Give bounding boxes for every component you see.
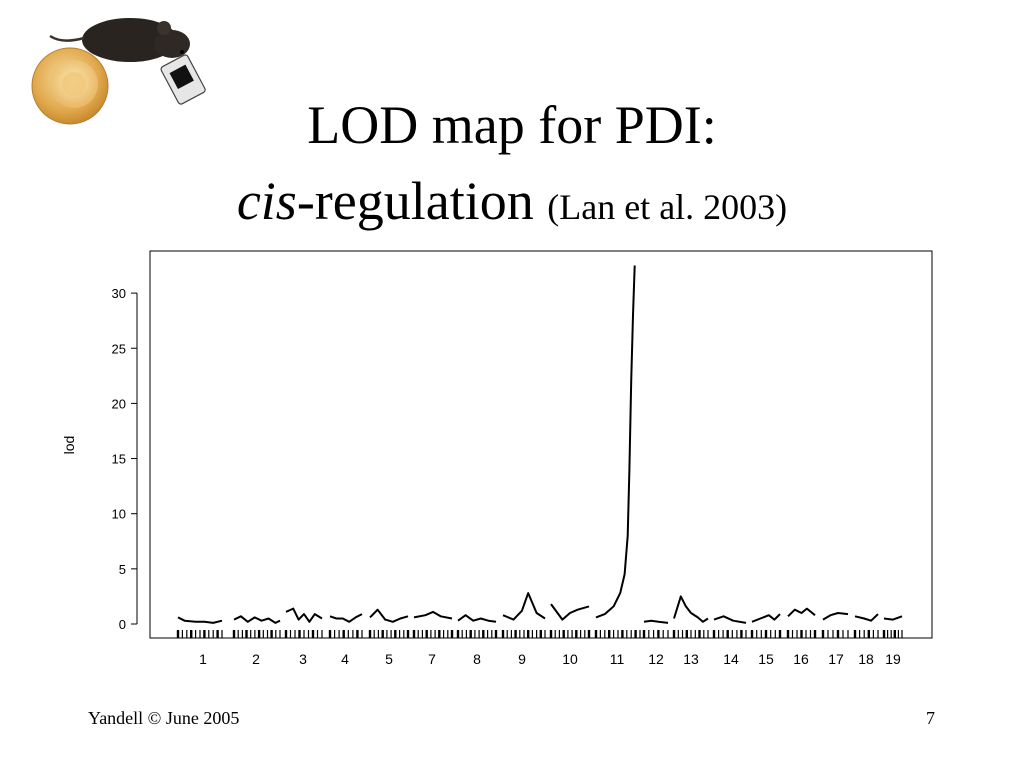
x-tick-label: 15 xyxy=(758,651,774,667)
lod-curve-chr-2 xyxy=(233,615,281,624)
x-tick-label: 1 xyxy=(199,651,207,667)
x-tick-label: 10 xyxy=(562,651,578,667)
lod-curve-chr-19 xyxy=(883,615,903,621)
x-tick-label: 3 xyxy=(299,651,307,667)
y-tick-label: 20 xyxy=(112,396,126,411)
y-tick-label: 5 xyxy=(119,562,126,577)
footer-copyright: Yandell © June 2005 xyxy=(88,708,240,728)
title-citation: (Lan et al. 2003) xyxy=(547,187,788,227)
title-cis: cis xyxy=(236,171,297,231)
lod-curve-chr-1 xyxy=(177,616,223,624)
lod-curve-chr-16 xyxy=(787,607,816,618)
x-tick-label: 8 xyxy=(473,651,481,667)
lod-curve-chr-5 xyxy=(369,608,409,623)
x-tick-label: 19 xyxy=(885,651,901,667)
y-tick-label: 0 xyxy=(119,617,126,632)
plot-frame xyxy=(149,250,933,639)
x-tick-label: 2 xyxy=(252,651,260,667)
lod-curve-chr-11 xyxy=(595,265,636,619)
lod-curve-chr-17 xyxy=(822,612,849,621)
x-tick-label: 14 xyxy=(723,651,739,667)
lod-curve-chr-15 xyxy=(751,613,781,623)
x-tick-label: 7 xyxy=(428,651,436,667)
lod-curve-chr-4 xyxy=(329,613,363,623)
lod-curve-chr-3 xyxy=(285,607,323,623)
lod-curve-chr-8 xyxy=(457,614,497,623)
title-regulation: -regulation xyxy=(296,171,534,231)
slide-title-line2: cis-regulation (Lan et al. 2003) xyxy=(0,170,1024,238)
lod-curve-chr-18 xyxy=(854,613,879,622)
x-tick-label: 12 xyxy=(648,651,664,667)
x-tick-label: 11 xyxy=(610,651,625,667)
lod-curve-chr-12 xyxy=(643,619,669,624)
x-tick-label: 17 xyxy=(828,651,844,667)
y-tick-label: 10 xyxy=(112,507,126,522)
x-tick-label: 18 xyxy=(858,651,874,667)
page-number: 7 xyxy=(926,708,935,728)
x-tick-label: 9 xyxy=(518,651,526,667)
x-tick-label: 16 xyxy=(793,651,809,667)
slide-title-line1: LOD map for PDI: xyxy=(307,95,717,155)
x-tick-label: 13 xyxy=(683,651,699,667)
lod-curve-chr-9 xyxy=(502,592,546,621)
mouse-cell-chip-logo-icon xyxy=(31,18,206,125)
x-tick-label: 5 xyxy=(385,651,393,667)
lod-curve-chr-13 xyxy=(673,595,709,623)
y-tick-label: 30 xyxy=(112,286,126,301)
y-tick-label: 15 xyxy=(112,452,126,467)
y-tick-label: 25 xyxy=(112,341,126,356)
x-tick-label: 4 xyxy=(341,651,349,667)
lod-curve-chr-7 xyxy=(413,610,453,620)
lod-curve-chr-10 xyxy=(550,603,590,621)
lod-curve-chr-14 xyxy=(713,615,747,624)
y-axis-label: lod xyxy=(61,436,77,455)
